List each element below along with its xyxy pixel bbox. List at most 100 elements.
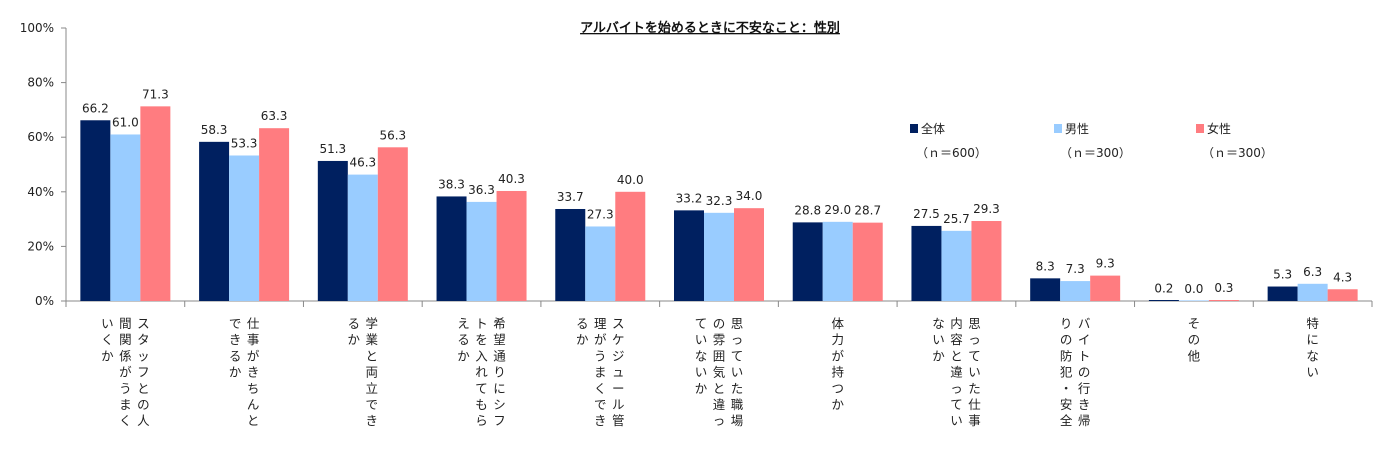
category-char: 場 — [731, 413, 744, 428]
bar — [1267, 286, 1298, 301]
category-char: き — [594, 413, 607, 428]
category-char: の — [137, 397, 150, 412]
category-char: 内 — [950, 316, 963, 331]
category-char: ち — [247, 381, 260, 396]
data-label: 4.3 — [1333, 270, 1352, 284]
category-char: 入 — [475, 348, 488, 363]
category-char: 違 — [713, 397, 726, 412]
legend-label: 女性 — [1207, 121, 1231, 136]
bar — [1030, 278, 1061, 301]
data-label: 33.7 — [557, 190, 584, 204]
category-char: 思 — [731, 316, 744, 331]
category-char: バ — [1078, 316, 1091, 331]
category-char: イ — [1078, 332, 1091, 347]
data-label: 38.3 — [438, 177, 465, 191]
category-char: い — [695, 332, 708, 347]
bar — [822, 221, 853, 301]
data-label: 5.3 — [1273, 268, 1292, 282]
category-char: ス — [137, 316, 150, 331]
category-char: 持 — [831, 365, 844, 380]
category-char: る — [457, 332, 470, 347]
category-labels: スタッフとの人間関係がうまくいくか仕事がきちんとできるか学業と両立できるか希望通… — [101, 316, 1319, 428]
category-char: た — [731, 381, 744, 396]
category-char: 関 — [119, 332, 132, 347]
data-label: 32.3 — [706, 194, 733, 208]
category-char: い — [950, 413, 963, 428]
category-char: る — [229, 348, 242, 363]
data-label: 46.3 — [349, 156, 376, 170]
bar — [80, 120, 111, 301]
data-label: 9.3 — [1096, 257, 1115, 271]
data-label: 28.7 — [854, 204, 881, 218]
category-char: 人 — [137, 413, 150, 428]
category-char: も — [475, 397, 488, 412]
category-char: て — [695, 316, 708, 331]
category-char: 囲 — [713, 348, 726, 363]
data-label: 63.3 — [261, 109, 288, 123]
data-label: 40.0 — [617, 173, 644, 187]
bar — [971, 221, 1002, 301]
category-char: て — [475, 381, 488, 396]
category-char: ・ — [1060, 381, 1073, 396]
data-label: 66.2 — [82, 101, 109, 115]
category-char: ト — [1078, 348, 1091, 363]
category-char: い — [1306, 365, 1319, 380]
bar — [585, 226, 616, 301]
legend-n: （ｎ＝600） — [916, 146, 987, 160]
legend-swatch — [910, 124, 918, 133]
category-char: タ — [137, 332, 150, 347]
category-char: う — [119, 381, 132, 396]
y-tick-label: 0% — [35, 294, 54, 308]
bar — [1148, 300, 1179, 301]
category-char: な — [695, 348, 708, 363]
category-char: ま — [119, 397, 132, 412]
data-label: 8.3 — [1036, 259, 1055, 273]
category-label: その他 — [1188, 316, 1201, 363]
category-char: り — [493, 365, 506, 380]
bar — [199, 141, 230, 301]
data-label: 36.3 — [468, 183, 495, 197]
category-char: た — [968, 381, 981, 396]
category-char: 業 — [366, 332, 379, 347]
bar — [852, 222, 883, 301]
category-char: 気 — [713, 365, 726, 380]
bar — [110, 134, 141, 301]
category-char: を — [475, 332, 488, 347]
bar — [377, 147, 408, 301]
bar — [1178, 300, 1209, 301]
category-char: か — [101, 348, 114, 363]
bar — [1208, 300, 1239, 301]
data-label: 58.3 — [201, 123, 228, 137]
category-char: く — [101, 332, 114, 347]
category-char: 容 — [950, 332, 963, 347]
category-char: そ — [1188, 316, 1201, 331]
category-char: 犯 — [1060, 365, 1073, 380]
category-char: い — [731, 365, 744, 380]
category-char: フ — [493, 413, 506, 428]
legend-item: 全体 （ｎ＝600） — [910, 121, 987, 160]
category-char: る — [348, 316, 361, 331]
category-char: と — [247, 413, 260, 428]
category-char: か — [576, 332, 589, 347]
category-char: 希 — [493, 316, 506, 331]
category-char: う — [594, 348, 607, 363]
category-char: 力 — [831, 332, 844, 347]
category-char: り — [1060, 316, 1073, 331]
bar — [1327, 289, 1358, 301]
category-char: ッ — [137, 348, 150, 363]
category-char: か — [831, 397, 844, 412]
data-label: 28.8 — [794, 203, 821, 217]
category-char: で — [229, 316, 242, 331]
category-char: っ — [950, 381, 963, 396]
category-char: フ — [137, 365, 150, 380]
bar — [704, 212, 734, 301]
bar — [229, 155, 260, 301]
bar — [615, 191, 646, 301]
category-char: く — [594, 381, 607, 396]
legend-n: （ｎ＝300） — [1060, 146, 1131, 160]
category-char: 体 — [831, 316, 844, 331]
